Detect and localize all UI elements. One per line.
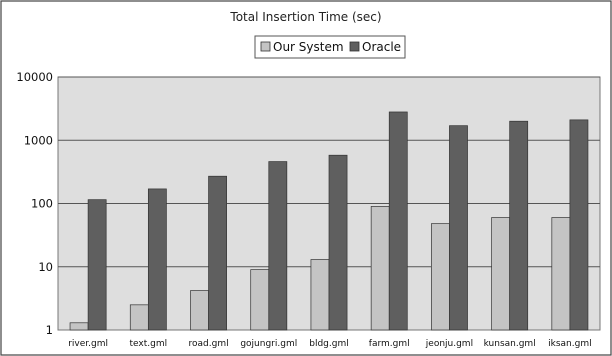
x-tick-label: farm.gml (369, 339, 410, 349)
x-axis-tick-labels: river.gml text.gml road.gml gojungri.gml bld… (68, 339, 591, 349)
bar-oracle (569, 119, 589, 331)
bar-our-system (491, 217, 511, 331)
bar-oracle (208, 175, 227, 331)
bar-our-system (310, 259, 330, 331)
bar-our-system (190, 290, 209, 331)
bar-our-system (250, 269, 270, 331)
bar-our-system (129, 304, 149, 331)
bar-oracle (268, 161, 288, 331)
bar-oracle (147, 188, 167, 331)
bar-our-system (370, 206, 390, 331)
y-tick-label: 1 (46, 323, 53, 337)
bar-our-system (69, 322, 89, 331)
bar-oracle (388, 111, 408, 331)
y-tick-label: 10 (38, 260, 53, 274)
chart-title: Total Insertion Time (sec) (229, 10, 381, 24)
legend-label-our-system: Our System (273, 40, 344, 54)
bar-oracle (87, 199, 107, 331)
x-tick-label: gojungri.gml (240, 339, 297, 349)
y-tick-label: 1000 (24, 133, 53, 147)
bar-oracle (328, 154, 348, 331)
x-tick-label: river.gml (68, 339, 108, 349)
x-tick-label: text.gml (130, 339, 168, 349)
legend-box (254, 35, 406, 59)
y-axis-tick-labels: 1 10 100 1000 10000 (16, 70, 53, 337)
bar-our-system (431, 223, 450, 331)
bar-our-system (551, 217, 571, 331)
x-tick-label: bldg.gml (309, 339, 348, 349)
x-tick-label: jeonju.gml (425, 339, 473, 349)
x-tick-label: kunsan.gml (484, 339, 536, 349)
x-tick-label: road.gml (189, 339, 229, 349)
legend: Our System Oracle (254, 35, 406, 59)
bars (69, 111, 589, 331)
y-tick-label: 10000 (16, 70, 53, 84)
bar-oracle (449, 125, 468, 331)
legend-label-oracle: Oracle (362, 40, 401, 54)
y-tick-label: 100 (31, 197, 53, 211)
x-tick-label: iksan.gml (548, 339, 591, 349)
legend-swatch-our-system (260, 41, 271, 52)
bar-oracle (509, 120, 529, 331)
legend-swatch-oracle (349, 41, 360, 52)
